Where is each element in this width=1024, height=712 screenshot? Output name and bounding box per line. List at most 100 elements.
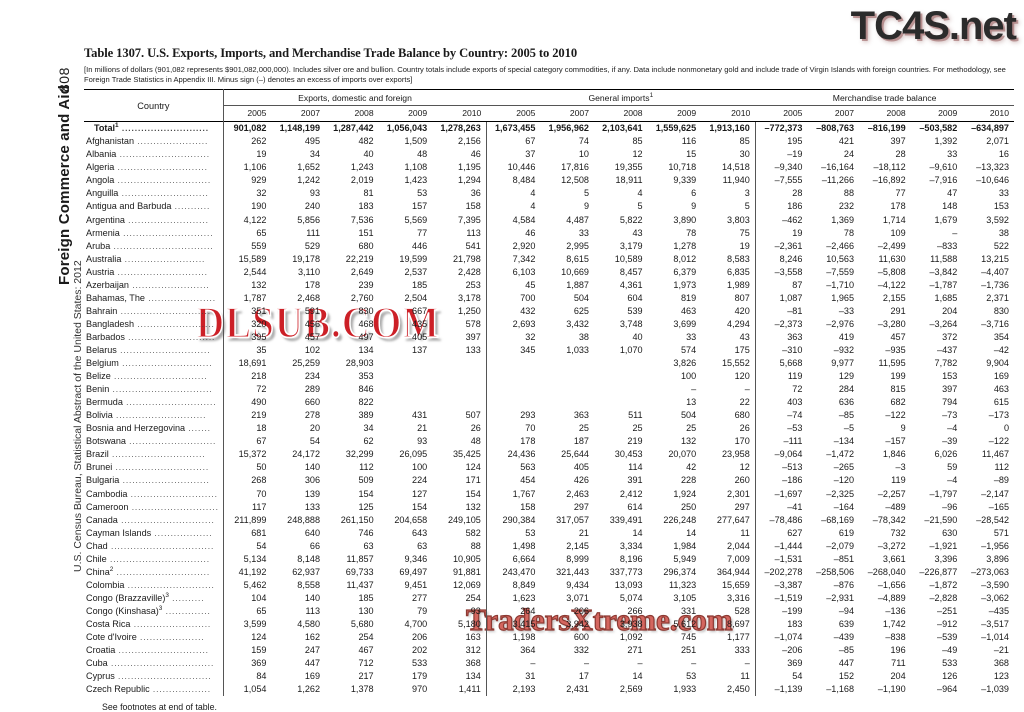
cell-imports-2008: 14: [632, 527, 643, 538]
cell-exports-2009: 26,095: [399, 449, 428, 460]
cell-imports-2010: 43: [701, 330, 756, 344]
cell-exports-2010: 133: [432, 343, 487, 357]
cell-exports-2008: 7,536: [350, 214, 374, 225]
dot-leader: ...........................: [119, 475, 210, 486]
cell-imports-2005: [486, 383, 540, 396]
cell-balance-2005: –74: [787, 410, 803, 421]
cell-imports-2009: 116: [681, 136, 697, 147]
cell-balance-2010: 830: [993, 305, 1009, 316]
cell-exports-2005: 559: [251, 240, 267, 251]
country-label: Aruba: [86, 240, 111, 251]
cell-exports-2005: 132: [251, 279, 267, 290]
cell-imports-2009: 11,323: [669, 579, 697, 590]
cell-exports-2010: 1,250: [432, 304, 487, 318]
cell-balance-2009: –4: [947, 423, 958, 434]
cell-exports-2009: 137: [412, 345, 428, 355]
cell-exports-2008: 2,019: [350, 175, 374, 186]
cell-exports-2007: 1,148,199: [271, 121, 326, 135]
group-header-balance: Merchandise trade balance: [755, 89, 1014, 107]
dot-leader: .............................: [117, 514, 215, 525]
table-row: Bahrain ............................ 351 5…: [84, 304, 1014, 318]
year-header-row: 2005 2007 2008 2009 2010 2005 2007 2008 …: [84, 105, 1014, 123]
cell-imports-2010: 15,659: [701, 578, 756, 592]
country-label: Cuba: [86, 658, 108, 669]
cell-balance-2007: –1,168: [826, 684, 855, 695]
cell-imports-2010: 75: [701, 226, 756, 240]
cell-balance-2007: –2,976: [826, 318, 855, 329]
cell-imports-2005: [486, 396, 540, 409]
cell-imports-2008: 1,092: [619, 632, 643, 643]
country-footnote-marker: 2: [109, 565, 114, 573]
cell-exports-2007: 1,262: [297, 684, 321, 695]
cell-exports-2007: 8,558: [297, 579, 321, 590]
country-name-cell: Benin ...............................: [84, 382, 224, 396]
cell-exports-2007: 24,172: [292, 449, 321, 460]
table-row: Cote d'Ivoire .................... 124 162…: [84, 630, 1014, 644]
cell-exports-2005: 5,134: [243, 553, 267, 564]
cell-imports-2010: 19: [701, 239, 756, 253]
cell-exports-2007: 278: [304, 410, 321, 421]
country-label: Colombia: [86, 579, 125, 590]
cell-imports-2007: 12,508: [561, 175, 589, 186]
table-row: Barbados ........................... 395 4…: [84, 330, 1014, 344]
dot-leader: ........................: [134, 318, 215, 329]
cell-exports-2005: 50: [256, 462, 267, 473]
cell-exports-2010: 12,069: [432, 578, 487, 592]
cell-balance-2005: 8,246: [779, 253, 803, 264]
country-label: Australia: [86, 253, 122, 264]
cell-imports-2010: 5: [701, 199, 756, 214]
cell-imports-2009: 504: [681, 410, 697, 421]
cell-imports-2008: 8,196: [619, 553, 643, 564]
cell-exports-2007: 5,856: [297, 214, 321, 225]
country-label: Azerbaijan: [86, 279, 129, 290]
cell-balance-2005: –19: [787, 149, 803, 160]
group-imports-footnote-marker: 1: [649, 92, 654, 100]
cell-exports-2007: 25,259: [292, 358, 321, 369]
cell-balance-2010: –21: [993, 645, 1009, 656]
table-row: Armenia ............................ 65 11…: [84, 226, 1014, 240]
cell-imports-2008: [594, 370, 648, 383]
cell-balance-2005: 54: [792, 671, 803, 682]
cell-balance-2009: 148: [942, 201, 958, 212]
table-footnote: See footnotes at end of table.: [102, 701, 217, 712]
cell-balance-2008: 199: [890, 371, 906, 382]
cell-exports-2007: 8,148: [297, 553, 321, 564]
cell-balance-2005: –206: [782, 645, 803, 656]
cell-exports-2009: 431: [412, 410, 428, 421]
table-row: Argentina ......................... 4,122…: [84, 213, 1014, 227]
cell-balance-2008: –3,280: [877, 318, 906, 329]
cell-exports-2010: 578: [432, 317, 487, 331]
cell-balance-2008: 9: [900, 423, 906, 434]
cell-exports-2010: 5,180: [432, 617, 487, 631]
dot-leader: .....................: [144, 292, 216, 303]
cell-balance-2007: 232: [838, 201, 855, 212]
cell-balance-2009: –1,872: [929, 579, 958, 590]
cell-balance-2008: –489: [885, 501, 906, 512]
country-label: Brazil: [86, 449, 109, 460]
cell-imports-2005: 46: [525, 227, 536, 238]
cell-exports-2010: 91,881: [432, 565, 487, 579]
cell-imports-2005: 2,920: [512, 240, 536, 251]
cell-imports-2009: 3,699: [673, 318, 697, 329]
cell-imports-2009: 1,933: [673, 684, 697, 695]
dot-leader: ............................: [122, 397, 217, 408]
country-name-cell: Bermuda ............................: [84, 395, 224, 409]
cell-exports-2009: 100: [412, 462, 428, 473]
cell-exports-2009: 202: [412, 645, 428, 656]
cell-exports-2010: 312: [432, 643, 487, 657]
cell-exports-2008: 846: [358, 384, 374, 395]
cell-balance-2008: –816,199: [859, 121, 911, 135]
cell-balance-2008: –935: [885, 345, 906, 355]
cell-balance-2008: –2,499: [877, 240, 906, 251]
dot-leader: ...........: [171, 201, 211, 212]
cell-imports-2010: 23,958: [701, 447, 756, 461]
cell-imports-2007: 74: [578, 136, 589, 147]
cell-imports-2008: [594, 396, 648, 409]
cell-balance-2007: 78: [843, 227, 855, 238]
cell-exports-2009: 93: [417, 436, 428, 447]
cell-imports-2009: 226,248: [663, 514, 697, 525]
cell-imports-2009: 14: [686, 527, 697, 538]
cell-exports-2005: 5,462: [243, 579, 267, 590]
cell-imports-2005: 37: [525, 149, 536, 160]
dot-leader: ........................: [130, 618, 212, 629]
